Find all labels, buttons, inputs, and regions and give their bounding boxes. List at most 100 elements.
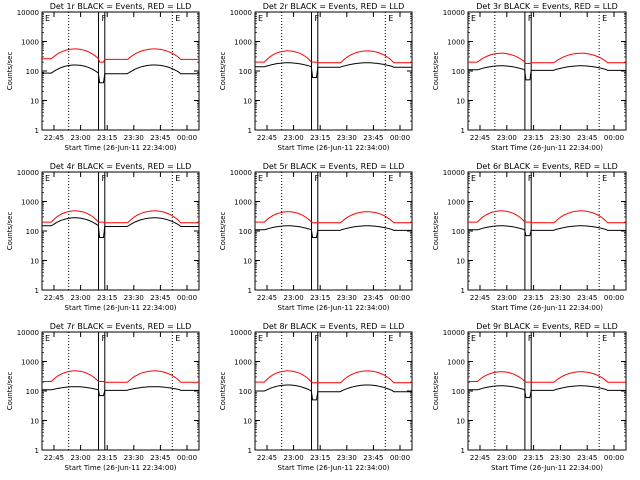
marker-label: F	[102, 334, 107, 343]
y-tick-label: 100	[239, 228, 252, 236]
x-tick-label: 23:00	[71, 454, 91, 462]
x-tick-label: 00:00	[390, 134, 410, 142]
detector-panel-3: Det 3r BLACK = Events, RED = LLD 1 10 100 10…	[432, 2, 627, 152]
x-tick-label: 23:15	[524, 134, 544, 142]
events-series-line	[468, 225, 626, 237]
y-tick-label: 10	[456, 258, 465, 266]
detector-panel-1: Det 1r BLACK = Events, RED = LLD 1 10 100 10…	[6, 2, 200, 152]
y-tick-label: 1000	[21, 39, 39, 47]
x-tick-label: 22:45	[470, 134, 490, 142]
detector-panel-6: Det 6r BLACK = Events, RED = LLD 1 10 100 10…	[432, 162, 627, 312]
y-tick-label: 10	[30, 98, 39, 106]
y-tick-label: 100	[452, 68, 465, 76]
marker-label: F	[528, 334, 533, 343]
x-tick-label: 23:30	[124, 454, 144, 462]
marker-label: F	[315, 334, 320, 343]
x-tick-label: 23:15	[310, 294, 330, 302]
x-tick-label: 23:15	[310, 454, 330, 462]
detector-panel-7: Det 7r BLACK = Events, RED = LLD 1 10 100 10…	[6, 322, 200, 472]
marker-label: E	[388, 334, 393, 343]
marker-label: E	[602, 14, 607, 23]
y-tick-label: 1	[35, 127, 39, 135]
plot-frame	[41, 11, 200, 131]
marker-label: E	[258, 334, 263, 343]
lld-series-line	[255, 211, 412, 224]
y-tick-label: 10	[456, 418, 465, 426]
x-axis-label: Start Time (26-Jun-11 22:34:00)	[65, 304, 177, 312]
detector-panel-8: Det 8r BLACK = Events, RED = LLD 1 10 100 10…	[219, 322, 413, 472]
x-tick-label: 23:00	[71, 134, 91, 142]
y-tick-label: 10	[30, 258, 39, 266]
detector-panel-9: Det 9r BLACK = Events, RED = LLD 1 10 100 10…	[432, 322, 627, 472]
y-tick-label: 10	[243, 418, 252, 426]
x-tick-label: 22:45	[470, 294, 490, 302]
marker-label: F	[315, 174, 320, 183]
x-tick-label: 23:00	[71, 294, 91, 302]
panel-title: Det 1r BLACK = Events, RED = LLD	[50, 2, 192, 11]
x-tick-label: 23:15	[310, 134, 330, 142]
panel-title: Det 2r BLACK = Events, RED = LLD	[263, 2, 405, 11]
x-tick-label: 00:00	[177, 294, 197, 302]
y-tick-label: 1000	[21, 359, 39, 367]
y-tick-label: 100	[452, 388, 465, 396]
x-axis-label: Start Time (26-Jun-11 22:34:00)	[491, 464, 603, 472]
y-tick-label: 100	[239, 388, 252, 396]
x-tick-label: 23:45	[577, 134, 597, 142]
lld-series-line	[42, 370, 199, 383]
marker-label: E	[175, 334, 180, 343]
y-tick-label: 100	[452, 228, 465, 236]
y-tick-label: 100	[26, 228, 39, 236]
x-tick-label: 23:15	[97, 294, 117, 302]
marker-label: E	[258, 174, 263, 183]
x-tick-label: 00:00	[390, 454, 410, 462]
marker-label: F	[528, 14, 533, 23]
y-tick-label: 1000	[234, 39, 252, 47]
x-tick-label: 00:00	[177, 454, 197, 462]
events-series-line	[468, 65, 626, 81]
events-series-line	[255, 62, 412, 78]
lld-series-line	[468, 210, 626, 224]
y-tick-label: 1	[35, 447, 39, 455]
x-axis-label: Start Time (26-Jun-11 22:34:00)	[491, 144, 603, 152]
y-tick-label: 10000	[230, 329, 252, 337]
y-tick-label: 10	[243, 98, 252, 106]
marker-label: E	[258, 14, 263, 23]
x-tick-label: 23:30	[337, 294, 357, 302]
marker-label: F	[528, 174, 533, 183]
x-tick-label: 23:15	[97, 134, 117, 142]
marker-label: E	[388, 14, 393, 23]
x-tick-label: 00:00	[604, 454, 624, 462]
x-tick-label: 23:00	[284, 454, 304, 462]
y-tick-label: 1000	[447, 359, 465, 367]
plot-frame	[254, 171, 413, 291]
x-axis-label: Start Time (26-Jun-11 22:34:00)	[65, 144, 177, 152]
x-axis-label: Start Time (26-Jun-11 22:34:00)	[278, 304, 390, 312]
lld-series-line	[42, 48, 199, 63]
plot-frame	[467, 171, 627, 291]
x-tick-label: 23:30	[124, 294, 144, 302]
x-tick-label: 23:45	[150, 134, 170, 142]
x-tick-label: 22:45	[257, 134, 277, 142]
marker-label: E	[471, 334, 476, 343]
x-tick-label: 23:00	[284, 134, 304, 142]
x-axis-label: Start Time (26-Jun-11 22:34:00)	[65, 464, 177, 472]
marker-label: F	[102, 174, 107, 183]
y-tick-label: 100	[26, 388, 39, 396]
y-tick-label: 10000	[443, 329, 465, 337]
y-tick-label: 100	[26, 68, 39, 76]
x-tick-label: 00:00	[177, 134, 197, 142]
x-tick-label: 23:00	[497, 134, 517, 142]
marker-label: E	[471, 174, 476, 183]
x-tick-label: 00:00	[604, 294, 624, 302]
y-tick-label: 10000	[17, 169, 39, 177]
y-tick-label: 1000	[447, 199, 465, 207]
detector-panel-2: Det 2r BLACK = Events, RED = LLD 1 10 100 10…	[219, 2, 413, 152]
y-tick-label: 1	[248, 287, 252, 295]
y-axis-label: Counts/sec	[432, 212, 440, 251]
x-axis-label: Start Time (26-Jun-11 22:34:00)	[491, 304, 603, 312]
lld-series-line	[42, 210, 199, 224]
y-tick-label: 1000	[21, 199, 39, 207]
x-tick-label: 22:45	[257, 294, 277, 302]
y-axis-label: Counts/sec	[6, 372, 14, 411]
x-tick-label: 00:00	[604, 134, 624, 142]
